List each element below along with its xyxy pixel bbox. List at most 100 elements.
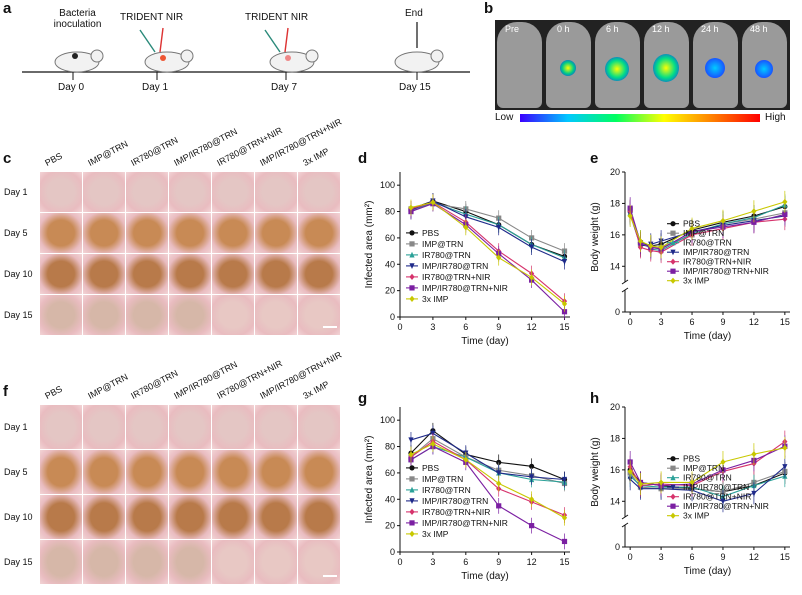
data-point [720, 217, 726, 224]
data-point [751, 451, 757, 458]
colorbar-low-label: Low [495, 112, 514, 123]
y-tick-label: 14 [610, 261, 620, 271]
wound-photo [83, 540, 125, 584]
wound-photo [169, 450, 211, 494]
wound-photo [255, 450, 297, 494]
chart-body-weight-h: 14 16 18 20 00 3 6 9 12 15 Time (day) Body weight (… [590, 402, 790, 577]
wound-photo [298, 213, 340, 253]
data-point [408, 204, 414, 211]
x-tick-label: 12 [749, 552, 759, 562]
data-point [561, 538, 568, 545]
data-point [409, 285, 415, 291]
wound-photo [212, 405, 254, 449]
data-point [409, 498, 415, 504]
legend-label: IR780@TRN [422, 485, 471, 495]
data-point [670, 512, 676, 519]
legend-label: 3x IMP [422, 294, 449, 304]
legend-label: IR780@TRN [422, 250, 471, 260]
row-label: Day 15 [4, 556, 33, 567]
data-point [627, 468, 633, 475]
legend-label: IR780@TRN [683, 238, 732, 248]
wound-photo [298, 254, 340, 294]
axis-break-mark [621, 279, 629, 285]
y-tick-label: 20 [610, 402, 620, 412]
arrow-icon-day1 [139, 27, 164, 53]
y-tick-label: 20 [385, 521, 395, 531]
column-header: IMP@TRN [86, 371, 130, 401]
bacteria-inoculation-label: Bacteria inoculation [53, 8, 102, 30]
wound-photo [126, 254, 168, 294]
wound-photo [40, 295, 82, 335]
data-point [689, 225, 695, 232]
x-tick-label: 9 [496, 322, 501, 332]
wound-photo [212, 295, 254, 335]
legend-label: IR780@TRN+NIR [422, 272, 490, 282]
legend-label: IMP@TRN [422, 239, 463, 249]
legend-label: PBS [683, 454, 700, 464]
mouse-image-pre [497, 22, 542, 108]
mouse-image-12h [644, 22, 689, 108]
y-tick-label: 20 [610, 167, 620, 177]
trident-nir-label-1: TRIDENT NIR [120, 12, 184, 23]
wound-photo [169, 295, 211, 335]
y-tick-label: 20 [385, 286, 395, 296]
data-point [409, 273, 415, 280]
panel-label-c: c [3, 150, 12, 167]
data-point [648, 242, 654, 249]
x-tick-label: 9 [720, 552, 725, 562]
mouse-icon-day15 [394, 49, 444, 73]
wound-photo [212, 450, 254, 494]
data-point [670, 456, 676, 462]
scale-bar [323, 575, 337, 577]
wound-photo [212, 213, 254, 253]
wound-photo [83, 295, 125, 335]
legend-label: IMP/IR780@TRN+NIR [683, 266, 769, 276]
data-point [670, 268, 676, 274]
data-point [782, 211, 788, 218]
chart-body-weight-e: 14 16 18 20 00 3 6 9 12 15 Time (day) Body weight (… [590, 167, 790, 342]
data-point [496, 480, 502, 487]
series-line [410, 443, 565, 519]
wound-photo [212, 254, 254, 294]
panel-label-e: e [590, 150, 599, 167]
data-point [409, 530, 415, 537]
row-label: Day 5 [4, 227, 28, 238]
data-point [409, 230, 415, 236]
data-point [751, 490, 757, 497]
mouse-icon-day0 [54, 49, 104, 73]
x-tick-label: 3 [430, 557, 435, 567]
signal-spot [560, 60, 576, 76]
data-point [561, 476, 568, 483]
wound-photo [169, 495, 211, 539]
data-point [496, 459, 502, 465]
legend-label: IR780@TRN [683, 473, 732, 483]
data-point [409, 520, 415, 526]
mouse-image-6h [595, 22, 640, 108]
x-tick-label: 3 [430, 322, 435, 332]
x-tick-label: 15 [560, 557, 570, 567]
wound-photo [255, 495, 297, 539]
legend-label: IR780@TRN+NIR [683, 492, 751, 502]
data-point [637, 480, 644, 488]
y-axis-label: Body weight (g) [590, 437, 601, 506]
x-tick-label: 3 [659, 317, 664, 327]
data-point [670, 474, 676, 481]
day-label-1: Day 1 [142, 82, 169, 93]
arrow-icon-day7 [264, 27, 289, 53]
wound-photo [126, 540, 168, 584]
y-tick-label: 100 [380, 180, 395, 190]
data-point [637, 238, 644, 245]
data-point [496, 224, 502, 231]
legend-label: PBS [683, 219, 700, 229]
mouse-icon-day7 [269, 49, 319, 73]
y-tick-label: 16 [610, 230, 620, 240]
data-point [561, 259, 568, 265]
wound-photo [255, 405, 297, 449]
wound-photo [126, 495, 168, 539]
data-point [496, 470, 502, 477]
wound-photo [126, 405, 168, 449]
wound-photo [126, 295, 168, 335]
data-point [782, 464, 788, 470]
wound-photo [298, 295, 340, 335]
legend-label: IMP/IR780@TRN+NIR [422, 283, 508, 293]
